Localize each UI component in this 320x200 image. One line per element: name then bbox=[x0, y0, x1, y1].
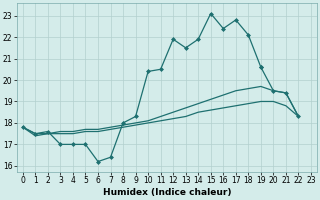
X-axis label: Humidex (Indice chaleur): Humidex (Indice chaleur) bbox=[103, 188, 231, 197]
